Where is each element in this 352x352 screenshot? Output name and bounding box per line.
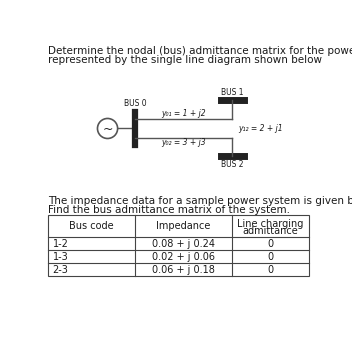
Text: 0: 0 (267, 265, 274, 275)
Text: 1-3: 1-3 (52, 252, 68, 262)
Text: 0.08 + j 0.24: 0.08 + j 0.24 (152, 239, 215, 249)
Text: 0: 0 (267, 252, 274, 262)
Text: 0.02 + j 0.06: 0.02 + j 0.06 (152, 252, 215, 262)
Text: The impedance data for a sample power system is given belo: The impedance data for a sample power sy… (48, 196, 352, 206)
Text: Line charging: Line charging (237, 219, 303, 228)
Text: Find the bus admittance matrix of the system.: Find the bus admittance matrix of the sy… (48, 206, 290, 215)
Text: BUS 0: BUS 0 (124, 100, 147, 108)
Text: y₀₂ = 3 + j3: y₀₂ = 3 + j3 (162, 138, 206, 147)
Text: 0.06 + j 0.18: 0.06 + j 0.18 (152, 265, 215, 275)
Text: BUS 1: BUS 1 (221, 88, 244, 97)
Text: represented by the single line diagram shown below: represented by the single line diagram s… (48, 55, 322, 64)
Text: 0: 0 (267, 239, 274, 249)
Text: 2-3: 2-3 (52, 265, 68, 275)
Text: 1-2: 1-2 (52, 239, 68, 249)
Text: Determine the nodal (bus) admittance matrix for the power s: Determine the nodal (bus) admittance mat… (48, 46, 352, 56)
Text: Bus code: Bus code (69, 221, 114, 231)
Text: BUS 2: BUS 2 (221, 160, 244, 169)
Text: admittance: admittance (243, 226, 298, 236)
Text: Impedance: Impedance (156, 221, 211, 231)
Text: ~: ~ (102, 123, 113, 136)
Text: y₁₂ = 2 + j1: y₁₂ = 2 + j1 (239, 124, 283, 133)
Bar (48, 215, 309, 276)
Text: y₀₁ = 1 + j2: y₀₁ = 1 + j2 (162, 109, 206, 118)
